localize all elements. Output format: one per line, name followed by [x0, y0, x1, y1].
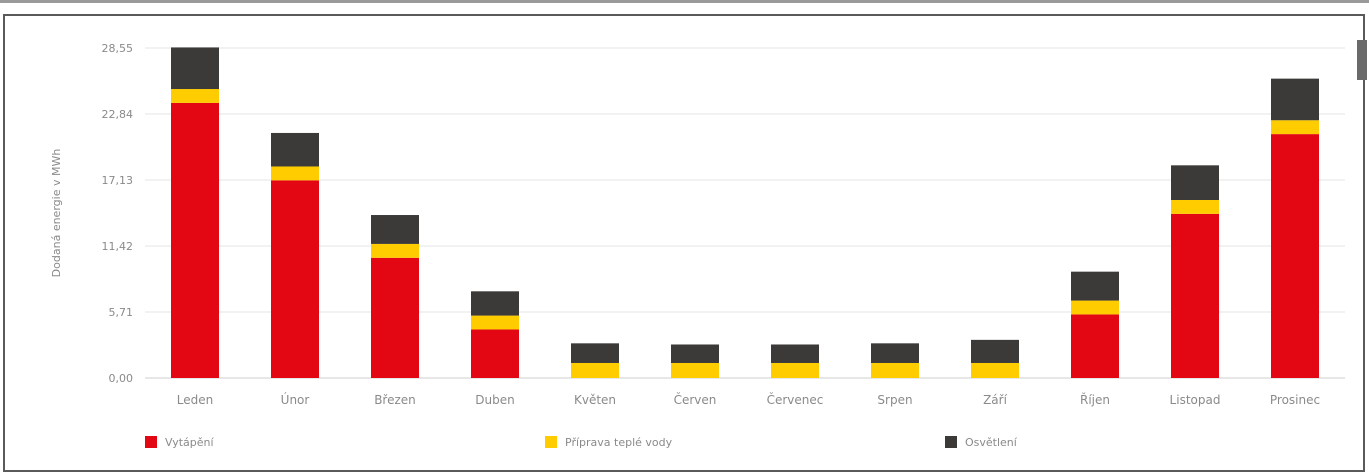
bar-segment — [471, 329, 519, 378]
x-tick-label: Leden — [177, 393, 213, 407]
bar-segment — [571, 343, 619, 363]
legend-label: Příprava teplé vody — [565, 436, 673, 449]
bar-segment — [171, 102, 219, 378]
x-tick-label: Říjen — [1080, 392, 1110, 407]
x-tick-label: Srpen — [877, 393, 912, 407]
x-tick-label: Březen — [374, 393, 416, 407]
bar-segment — [1171, 165, 1219, 200]
bar-segment — [271, 180, 319, 378]
y-tick-label: 28,55 — [102, 42, 134, 55]
x-tick-label: Únor — [281, 392, 310, 407]
bar-segment — [1071, 300, 1119, 315]
bar-segment — [271, 132, 319, 167]
x-tick-label: Září — [983, 393, 1008, 407]
x-tick-label: Květen — [574, 393, 616, 407]
y-tick-label: 11,42 — [102, 240, 134, 253]
y-axis-title: Dodaná energie v MWh — [50, 149, 63, 278]
legend-label: Osvětlení — [965, 436, 1018, 449]
bars — [171, 47, 1319, 378]
bar-segment — [371, 257, 419, 378]
bar-segment — [171, 47, 219, 90]
bar-segment — [371, 215, 419, 244]
bar-segment — [671, 362, 719, 378]
bar-segment — [771, 362, 819, 378]
y-axis-tick-labels: 0,00 5,71 11,42 17,13 22,84 28,55 — [102, 42, 134, 385]
y-tick-label: 0,00 — [109, 372, 134, 385]
top-border-line — [0, 0, 1369, 3]
bar-segment — [371, 243, 419, 258]
x-tick-label: Červenec — [767, 392, 824, 407]
x-tick-label: Duben — [475, 393, 514, 407]
bar-segment — [471, 291, 519, 316]
chart-frame — [3, 14, 1365, 472]
bar-segment — [271, 166, 319, 181]
bar-segment — [771, 344, 819, 363]
x-tick-label: Listopad — [1170, 393, 1221, 407]
y-tick-label: 5,71 — [109, 306, 134, 319]
x-tick-label: Červen — [674, 392, 717, 407]
bar-segment — [871, 362, 919, 378]
bar-segment — [1071, 314, 1119, 378]
gridlines — [145, 47, 1345, 379]
bar-segment — [1271, 134, 1319, 378]
y-tick-label: 22,84 — [102, 108, 134, 121]
bar-segment — [471, 315, 519, 330]
y-tick-label: 17,13 — [102, 174, 134, 187]
legend-swatch — [545, 436, 557, 448]
x-axis-tick-labels: Leden Únor Březen Duben Květen Červen Červenec… — [177, 392, 1320, 407]
bar-segment — [1071, 271, 1119, 301]
bar-segment — [1271, 120, 1319, 135]
x-tick-label: Prosinec — [1270, 393, 1320, 407]
bar-segment — [971, 339, 1019, 363]
legend-label: Vytápění — [165, 436, 215, 449]
bar-segment — [1171, 213, 1219, 378]
bar-segment — [871, 343, 919, 363]
scroll-indicator — [1357, 40, 1367, 80]
bar-segment — [171, 89, 219, 103]
bar-segment — [971, 362, 1019, 378]
bar-segment — [571, 362, 619, 378]
legend-swatch — [945, 436, 957, 448]
legend-swatch — [145, 436, 157, 448]
bar-segment — [671, 344, 719, 363]
legend: Vytápění Příprava teplé vody Osvětlení — [145, 436, 1018, 449]
bar-segment — [1171, 199, 1219, 214]
bar-segment — [1271, 78, 1319, 121]
